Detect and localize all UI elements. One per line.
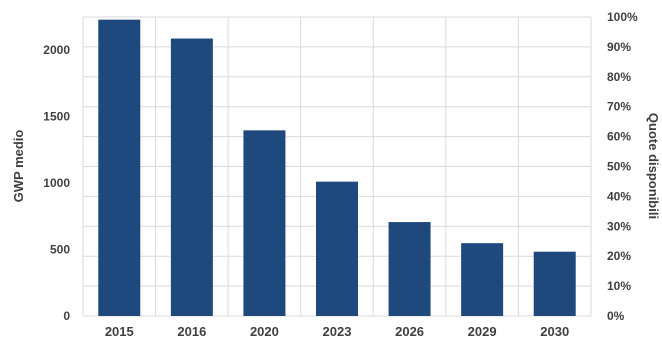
x-tick-label: 2016 — [177, 324, 206, 339]
y2-tick-label: 50% — [607, 160, 631, 174]
x-tick-label: 2015 — [105, 324, 134, 339]
y2-tick-label: 40% — [607, 189, 631, 203]
category-labels: 2015 2016 2020 2023 2026 2029 2030 — [105, 324, 569, 339]
y2-axis-title: Quote disponibili — [646, 113, 661, 219]
right-axis-ticks: 0% 10% 20% 30% 40% 50% 60% 70% 80% 90% 100% — [607, 10, 638, 323]
bar-2023 — [316, 181, 358, 316]
bar-2026 — [388, 222, 431, 316]
y-tick-label: 1500 — [43, 110, 70, 124]
y2-tick-label: 80% — [607, 70, 631, 84]
x-tick-label: 2020 — [250, 324, 279, 339]
y-tick-label: 500 — [50, 243, 70, 257]
bar-2015 — [98, 19, 141, 317]
y2-tick-label: 20% — [607, 249, 631, 263]
y2-tick-label: 100% — [607, 10, 638, 24]
x-tick-label: 2023 — [323, 324, 352, 339]
y2-tick-label: 10% — [607, 279, 631, 293]
left-axis-ticks: 0 500 1000 1500 2000 — [43, 43, 70, 323]
x-tick-label: 2029 — [468, 324, 497, 339]
bar-2030 — [533, 251, 576, 316]
bar-2020 — [243, 130, 286, 316]
y-tick-label: 0 — [63, 309, 70, 323]
y2-tick-label: 70% — [607, 100, 631, 114]
bar-2016 — [170, 38, 213, 316]
bar-2029 — [461, 243, 504, 316]
bars — [98, 19, 576, 317]
y2-tick-label: 0% — [607, 309, 625, 323]
y-tick-label: 2000 — [43, 43, 70, 57]
y-axis-title: GWP medio — [11, 130, 26, 203]
y2-tick-label: 30% — [607, 219, 631, 233]
x-tick-label: 2030 — [540, 324, 569, 339]
x-tick-label: 2026 — [395, 324, 424, 339]
y-tick-label: 1000 — [43, 176, 70, 190]
y2-tick-label: 90% — [607, 40, 631, 54]
y2-tick-label: 60% — [607, 130, 631, 144]
